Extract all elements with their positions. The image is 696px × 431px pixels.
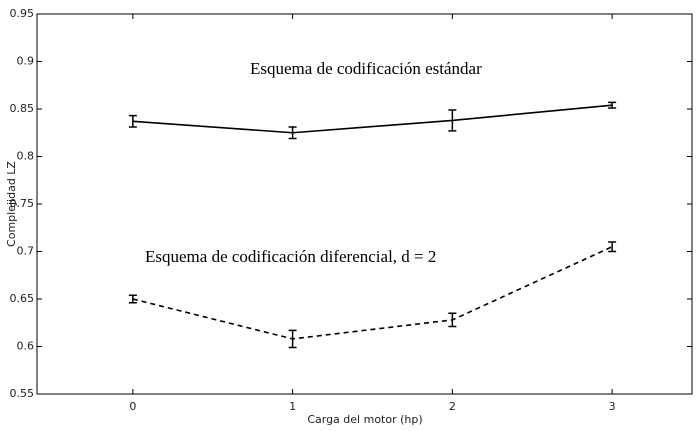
y-tick-label: 0.55 — [10, 387, 35, 400]
y-tick-label: 0.75 — [10, 197, 35, 210]
annotation: Esquema de codificación estándar — [250, 59, 482, 78]
error-bar — [288, 329, 297, 349]
series-line — [132, 246, 613, 340]
y-tick-label: 0.85 — [10, 102, 35, 115]
error-bar — [448, 109, 457, 132]
annotation: Esquema de codificación diferencial, d =… — [145, 247, 436, 266]
y-tick-label: 0.65 — [10, 292, 35, 305]
x-tick-label: 2 — [449, 400, 456, 413]
error-bar — [288, 126, 297, 140]
x-axis-label: Carga del motor (hp) — [307, 413, 422, 426]
y-tick-label: 0.95 — [10, 7, 35, 20]
x-tick-label: 3 — [609, 400, 616, 413]
error-bar — [608, 241, 617, 253]
y-tick-label: 0.7 — [17, 245, 35, 258]
x-tick-label: 0 — [129, 400, 136, 413]
x-tick-label: 1 — [289, 400, 296, 413]
y-tick-label: 0.9 — [17, 55, 35, 68]
error-bar — [128, 294, 137, 304]
y-tick-label: 0.8 — [17, 150, 35, 163]
error-bar — [128, 114, 137, 128]
y-axis-label: Complejidad LZ — [5, 161, 18, 247]
y-tick-label: 0.6 — [17, 340, 35, 353]
error-bar — [448, 312, 457, 328]
error-bar — [608, 101, 617, 109]
series-line — [132, 104, 613, 134]
